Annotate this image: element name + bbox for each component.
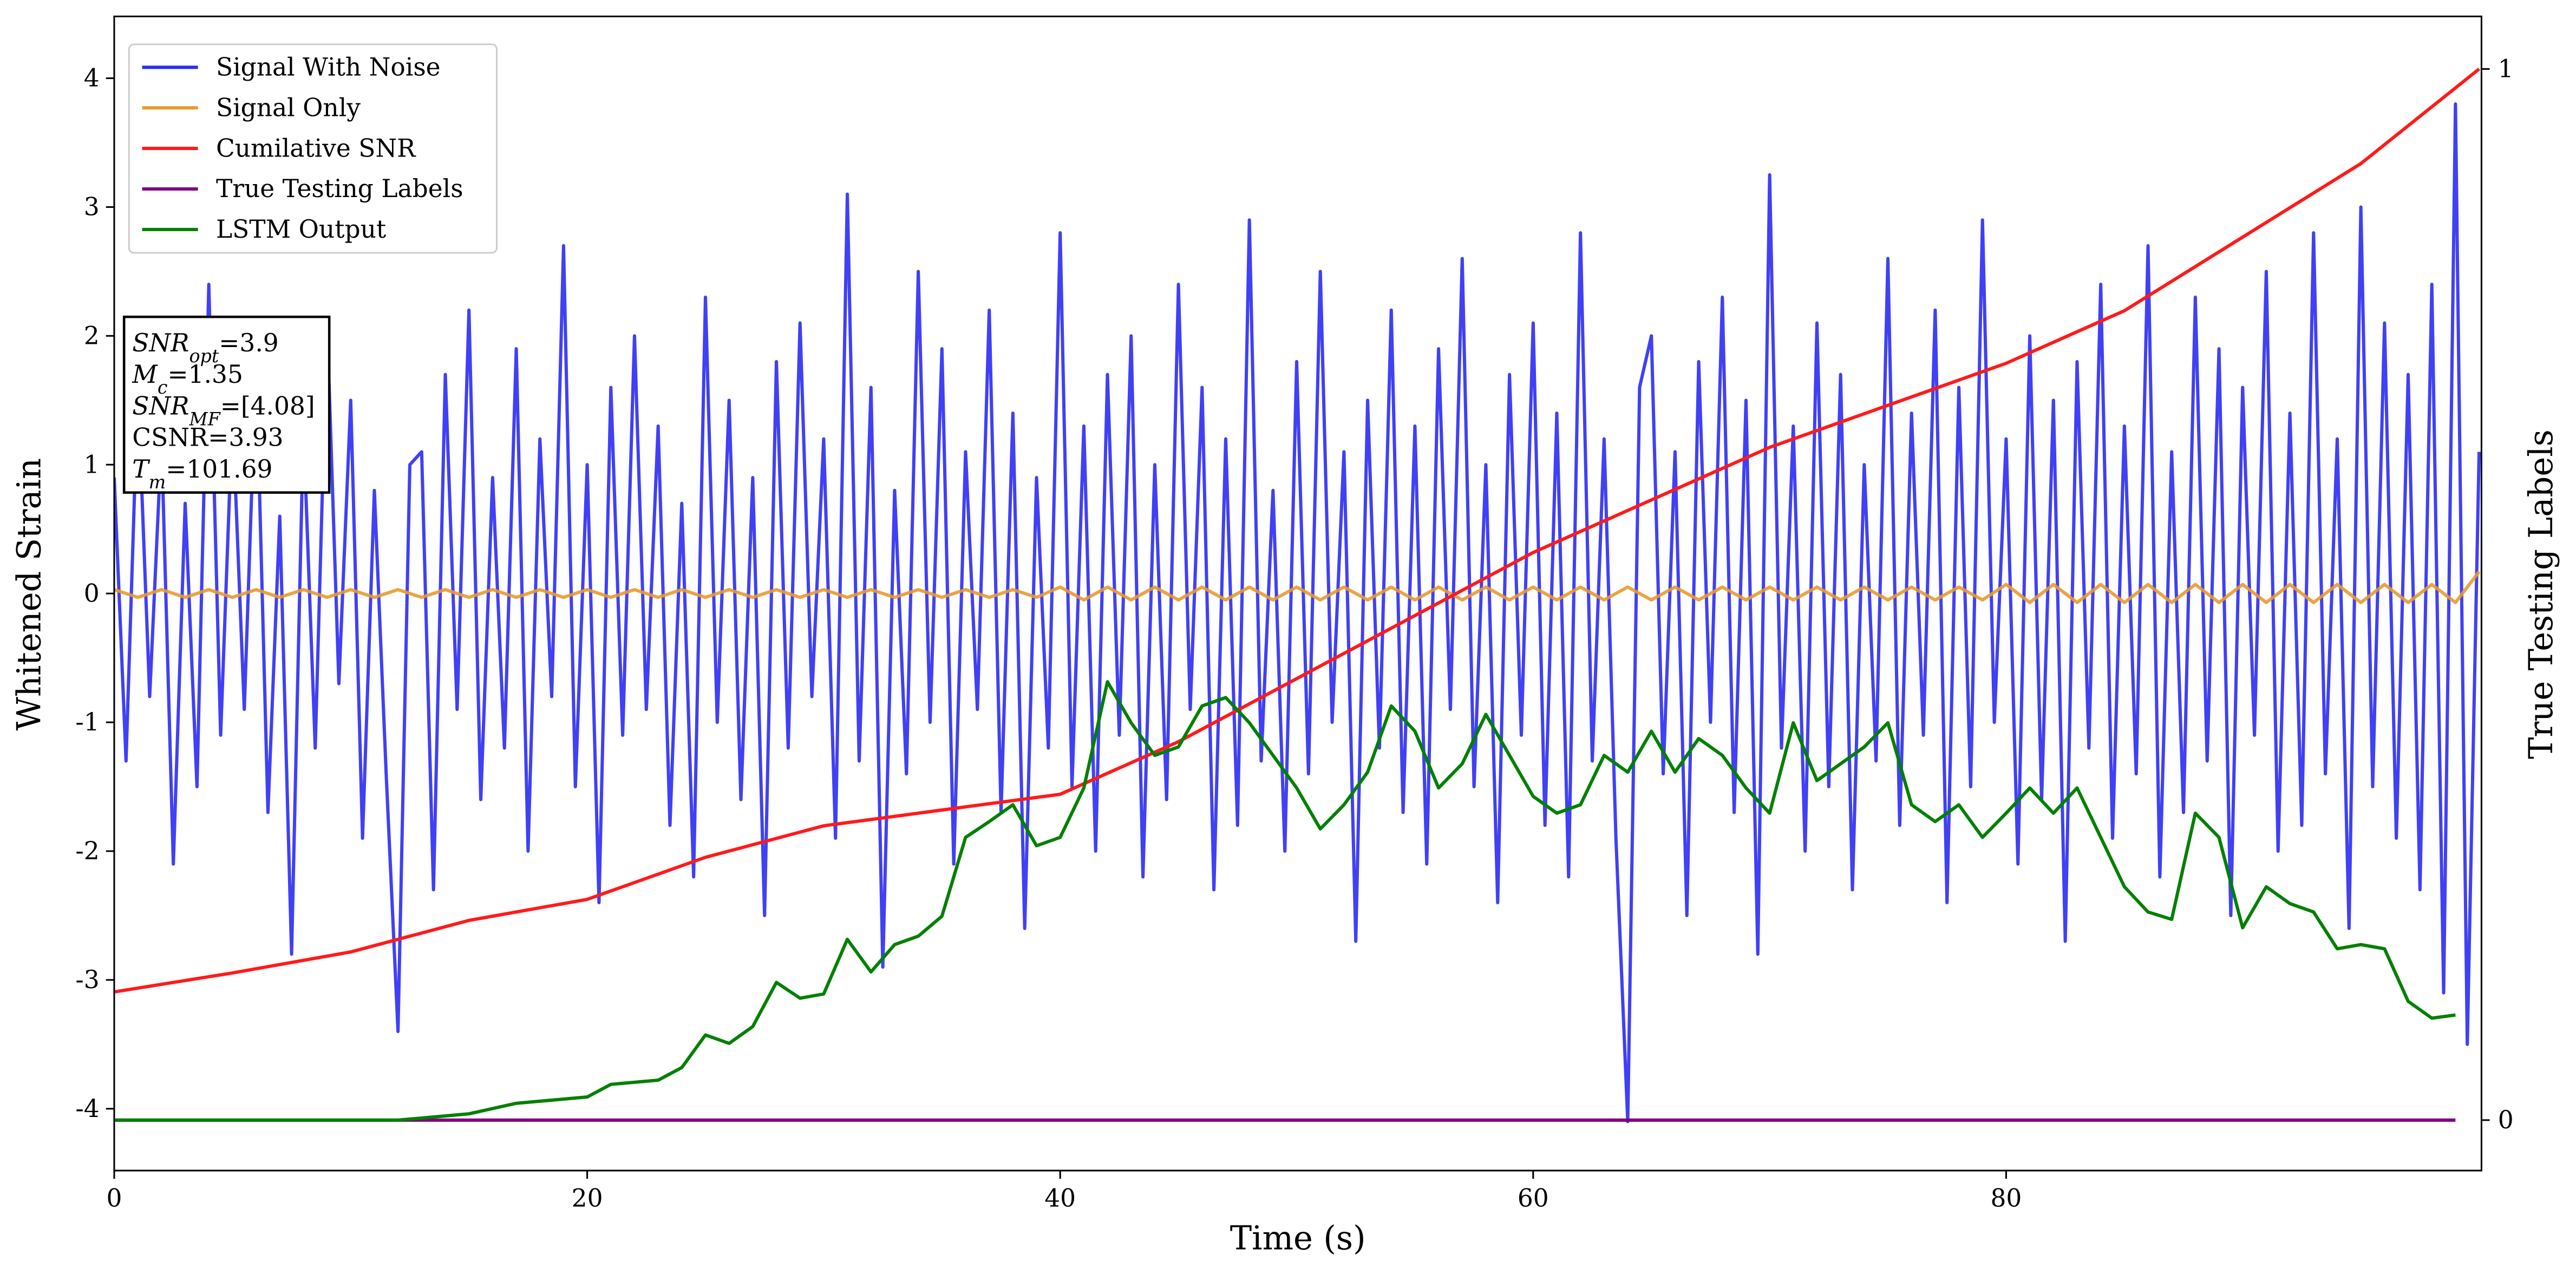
annotation-part: =101.69: [166, 455, 272, 484]
y-axis-label: Whitened Strain: [11, 458, 49, 730]
annotation-part: T: [132, 455, 151, 484]
annotation-part: SNR: [132, 329, 189, 357]
legend-label: True Testing Labels: [216, 174, 463, 203]
annotation-line: Tm=101.69: [132, 455, 272, 493]
y-tick-label: -1: [75, 708, 99, 736]
y-tick-label: -2: [75, 837, 99, 865]
annotation-part: m: [149, 471, 166, 492]
x-tick-label: 0: [106, 1184, 122, 1213]
x-tick-label: 20: [572, 1184, 603, 1213]
y-tick-label: 3: [84, 193, 100, 221]
annotation-line: Mc=1.35: [132, 360, 243, 398]
annotation-part: opt: [189, 345, 219, 366]
legend-label: LSTM Output: [216, 215, 386, 244]
annotation-line: SNRMF=[4.08]: [132, 391, 315, 429]
x-axis-label: Time (s): [1230, 1220, 1366, 1258]
annotation-line: CSNR=3.93: [132, 423, 283, 452]
x-tick-label: 80: [1991, 1184, 2022, 1213]
legend-box: [128, 43, 498, 254]
annotation-box: [122, 315, 331, 494]
y-tick-label: -4: [75, 1094, 99, 1123]
annotation-part: MF: [188, 408, 221, 429]
legend-label: Signal Only: [216, 93, 361, 122]
annotation-part: =1.35: [168, 360, 243, 389]
y-tick-label: 2: [84, 321, 100, 350]
y-tick-label: 1: [84, 450, 100, 479]
annotation-line: SNRopt=3.9: [132, 329, 278, 367]
x-tick-label: 60: [1518, 1184, 1549, 1213]
series-line: [114, 102, 2481, 1123]
legend-label: Signal With Noise: [216, 53, 441, 81]
annotation-part: c: [158, 377, 168, 398]
series-line: [114, 68, 2480, 994]
y2-axis-label: True Testing Labels: [2522, 429, 2560, 759]
x-tick-label: 40: [1044, 1184, 1076, 1213]
plot-lines: [114, 68, 2481, 1123]
annotation-part: CSNR=3.93: [132, 423, 283, 452]
annotation-part: M: [132, 360, 158, 389]
y-tick-label: 4: [84, 64, 100, 93]
series-line: [114, 570, 2481, 604]
annotation-part: SNR: [132, 391, 189, 420]
y2-tick-label: 1: [2498, 55, 2514, 83]
y2-tick-label: 0: [2498, 1106, 2514, 1134]
y-tick-label: 0: [84, 579, 100, 607]
annotation-part: =[4.08]: [220, 391, 315, 420]
annotation-part: =3.9: [219, 329, 278, 357]
plot-frame: [113, 15, 2482, 1172]
y-tick-label: -3: [75, 965, 99, 994]
legend-label: Cumilative SNR: [216, 134, 416, 162]
series-line: [114, 680, 2456, 1122]
